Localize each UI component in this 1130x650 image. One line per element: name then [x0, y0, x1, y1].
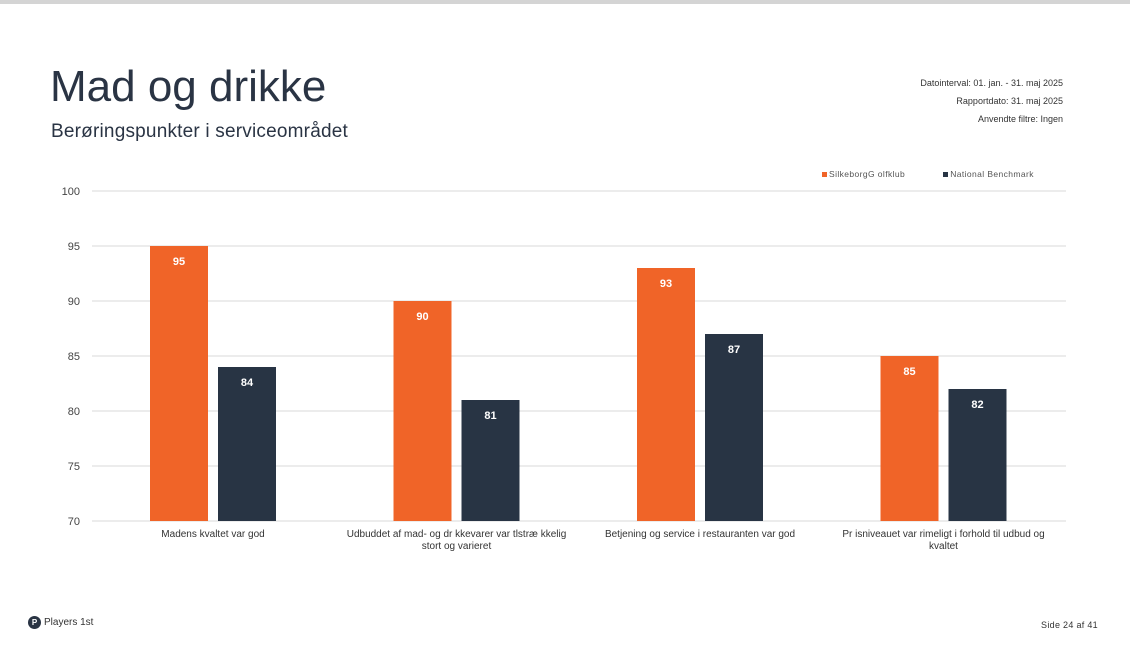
data-label: 93 — [660, 278, 672, 290]
bar — [461, 400, 520, 521]
bar — [393, 301, 452, 521]
bar — [150, 246, 208, 521]
applied-filters: Anvendte filtre: Ingen — [977, 114, 1063, 124]
bar — [880, 356, 939, 521]
report-date: Rapportdato: 31. maj 2025 — [956, 96, 1063, 106]
top-border — [0, 0, 1130, 4]
x-tick-label: Pr isniveauet var rimeligt i forhold til… — [842, 529, 1044, 540]
y-tick-label: 100 — [62, 186, 80, 198]
data-label: 84 — [241, 377, 254, 389]
date-interval: Datointerval: 01. jan. - 31. maj 2025 — [920, 78, 1063, 88]
data-label: 95 — [173, 256, 185, 268]
page-number: Side 24 af 41 — [1041, 620, 1098, 630]
page-title: Mad og drikke — [50, 62, 327, 111]
y-tick-label: 70 — [68, 516, 80, 528]
data-label: 82 — [971, 399, 983, 411]
chart-legend: SilkeborgG olfklub National Benchmark — [822, 169, 1034, 179]
x-tick-label: stort og varieret — [422, 541, 492, 552]
bar — [948, 389, 1007, 521]
y-tick-label: 95 — [68, 241, 80, 253]
bar — [218, 367, 276, 521]
brand-logo: P Players 1st — [28, 616, 93, 629]
y-tick-label: 85 — [68, 351, 80, 363]
legend-swatch-series1 — [822, 171, 827, 177]
bar — [637, 268, 695, 521]
legend-label-series1: SilkeborgG olfklub — [829, 169, 906, 179]
x-tick-label: Betjening og service i restauranten var … — [605, 529, 795, 540]
players-logo-icon: P — [28, 616, 41, 629]
y-tick-label: 75 — [68, 461, 80, 473]
x-tick-label: Udbuddet af mad- og dr kkevarer var tlst… — [347, 529, 567, 540]
bar — [705, 334, 763, 521]
data-label: 85 — [903, 366, 915, 378]
brand-name: Players 1st — [44, 617, 94, 628]
y-tick-label: 80 — [68, 406, 80, 418]
data-label: 90 — [416, 311, 428, 323]
x-tick-label: kvaltet — [929, 541, 958, 552]
legend-item-series2: National Benchmark — [943, 169, 1034, 179]
legend-item-series1: SilkeborgG olfklub — [822, 169, 905, 179]
legend-label-series2: National Benchmark — [950, 169, 1034, 179]
data-label: 81 — [484, 410, 496, 422]
page-subtitle: Berøringspunkter i serviceområdet — [51, 121, 348, 142]
data-label: 87 — [728, 344, 740, 356]
y-tick-label: 90 — [68, 296, 80, 308]
report-meta: Datointerval: 01. jan. - 31. maj 2025 Ra… — [920, 74, 1063, 128]
x-tick-label: Madens kvaltet var god — [161, 529, 264, 540]
legend-swatch-series2 — [943, 171, 949, 177]
